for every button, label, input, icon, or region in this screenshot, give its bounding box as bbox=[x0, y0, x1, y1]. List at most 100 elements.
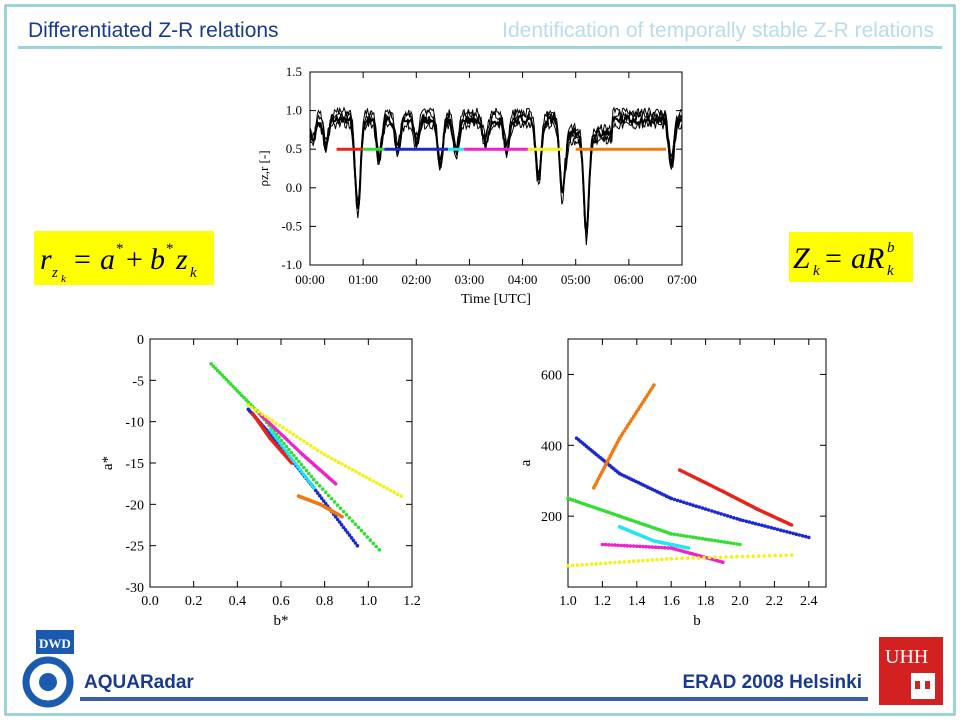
point-green bbox=[297, 459, 301, 464]
y-tick-label: -1.0 bbox=[281, 257, 302, 272]
x-tick-label: 1.2 bbox=[594, 594, 612, 609]
point-cyan bbox=[686, 546, 691, 550]
point-yellow bbox=[664, 557, 669, 561]
point-cyan bbox=[288, 454, 292, 458]
point-blue bbox=[788, 530, 792, 535]
point-blue bbox=[807, 535, 811, 540]
svg-text:b: b bbox=[887, 240, 895, 256]
point-green bbox=[371, 541, 376, 546]
point-yellow bbox=[585, 562, 589, 567]
y-tick-label: -15 bbox=[125, 457, 144, 472]
point-yellow bbox=[361, 473, 365, 478]
y-tick-label: 0.0 bbox=[286, 180, 302, 195]
point-green bbox=[706, 537, 711, 542]
point-green bbox=[287, 447, 291, 452]
point-yellow bbox=[636, 559, 641, 563]
x-tick-label: 1.4 bbox=[628, 594, 646, 609]
point-yellow bbox=[685, 556, 690, 560]
point-yellow bbox=[256, 410, 261, 414]
point-blue bbox=[719, 512, 723, 516]
point-green bbox=[231, 384, 235, 389]
point-yellow bbox=[645, 558, 650, 563]
point-yellow bbox=[735, 554, 739, 559]
x-tick-label: 05:00 bbox=[561, 272, 591, 287]
svg-text:*: * bbox=[166, 241, 174, 257]
y-tick-label: 200 bbox=[541, 510, 562, 525]
svg-text:z: z bbox=[175, 243, 188, 276]
point-blue bbox=[782, 529, 786, 533]
right-equation: Z k = aR b k bbox=[793, 240, 895, 279]
point-blue bbox=[757, 522, 761, 527]
point-green bbox=[302, 465, 306, 470]
slide-subtitle: Identification of temporally stable Z-R … bbox=[502, 19, 934, 42]
svg-text:a: a bbox=[100, 243, 115, 276]
point-cyan bbox=[278, 441, 282, 445]
x-tick-label: 1.0 bbox=[360, 594, 378, 609]
point-yellow bbox=[385, 486, 390, 491]
point-cyan bbox=[280, 443, 284, 448]
point-green bbox=[716, 539, 720, 543]
x-tick-label: 2.4 bbox=[800, 594, 818, 609]
point-magenta bbox=[663, 545, 667, 550]
point-yellow bbox=[696, 556, 701, 560]
point-yellow bbox=[312, 446, 316, 450]
footer-divider bbox=[80, 697, 868, 701]
point-blue bbox=[769, 525, 774, 530]
point-yellow bbox=[392, 490, 396, 495]
point-green bbox=[299, 462, 304, 467]
point-green bbox=[284, 444, 289, 449]
point-yellow bbox=[746, 554, 750, 559]
point-blue bbox=[778, 528, 783, 532]
point-green bbox=[710, 538, 714, 542]
point-yellow bbox=[336, 460, 341, 464]
point-yellow bbox=[631, 559, 636, 563]
point-blue bbox=[347, 533, 352, 537]
svg-text:DWD: DWD bbox=[39, 636, 71, 651]
point-yellow bbox=[281, 425, 285, 430]
point-yellow bbox=[319, 450, 323, 455]
point-magenta bbox=[610, 543, 614, 547]
point-blue bbox=[785, 530, 789, 534]
point-green bbox=[368, 538, 373, 542]
point-blue bbox=[675, 498, 680, 503]
y-tick-label: -30 bbox=[125, 581, 144, 596]
point-yellow bbox=[751, 554, 756, 558]
svg-text:Z: Z bbox=[793, 242, 810, 275]
point-green bbox=[700, 536, 705, 541]
point-magenta bbox=[631, 544, 636, 548]
point-yellow bbox=[249, 405, 254, 410]
point-yellow bbox=[669, 556, 673, 561]
point-yellow bbox=[627, 559, 631, 564]
point-green bbox=[239, 393, 244, 398]
point-cyan bbox=[302, 472, 306, 477]
point-blue bbox=[731, 516, 736, 520]
y-tick-label: -25 bbox=[125, 540, 144, 555]
point-yellow bbox=[302, 439, 306, 443]
point-green bbox=[347, 516, 352, 520]
point-yellow bbox=[641, 558, 645, 563]
point-green bbox=[377, 548, 382, 552]
point-yellow bbox=[267, 416, 271, 421]
point-yellow bbox=[691, 556, 695, 560]
point-green bbox=[304, 468, 309, 473]
point-blue bbox=[728, 515, 733, 519]
point-green bbox=[237, 391, 242, 395]
slide-frame bbox=[4, 4, 956, 716]
point-yellow bbox=[713, 555, 717, 560]
point-yellow bbox=[329, 456, 334, 461]
point-blue bbox=[681, 500, 686, 505]
point-yellow bbox=[295, 434, 299, 439]
point-yellow bbox=[599, 561, 603, 566]
x-tick-label: 03:00 bbox=[455, 272, 485, 287]
point-magenta bbox=[638, 544, 642, 549]
point-blue bbox=[713, 510, 717, 514]
point-green bbox=[229, 382, 233, 386]
svg-text:k: k bbox=[190, 265, 197, 281]
point-blue bbox=[355, 543, 360, 548]
point-blue bbox=[797, 533, 802, 537]
point-yellow bbox=[613, 560, 617, 565]
point-blue bbox=[803, 534, 808, 539]
point-yellow bbox=[789, 553, 794, 557]
point-yellow bbox=[246, 403, 251, 407]
point-green bbox=[359, 528, 364, 533]
